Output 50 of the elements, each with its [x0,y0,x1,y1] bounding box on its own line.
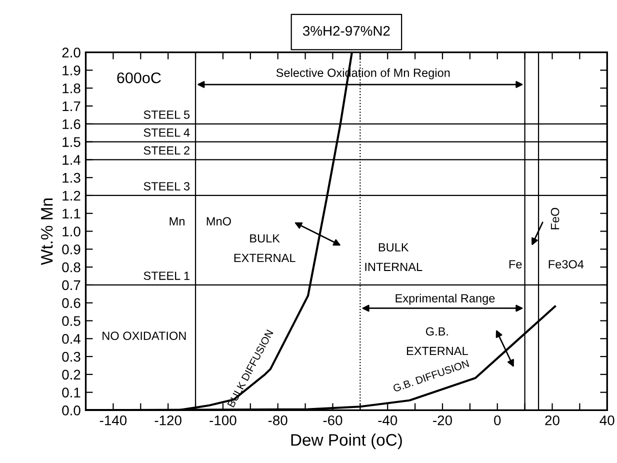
annotation: G.B. EXTERNAL [406,327,468,356]
y-axis-title: Wt.% Mn [41,198,53,265]
annotation: Fe3O4 [548,260,584,268]
x-axis-title: Dew Point (oC) [291,434,402,450]
y-tick-label: 0.5 [62,316,80,326]
y-tick-label: 1.4 [62,155,80,165]
x-tick-label: -140 [100,415,127,426]
annotation: Exprimental Range [396,294,495,305]
y-tick-label: 0.1 [62,388,80,398]
y-tick-label: 1.7 [62,101,80,112]
y-tick-label: 0.6 [62,298,80,308]
y-tick-label: 1.1 [62,208,80,218]
x-tick-label: -100 [210,415,236,426]
annotation: BULK INTERNAL [365,243,422,271]
x-tick-label: -20 [433,415,452,426]
ref-line-label: STEEL 3 [144,182,190,190]
annotation: FeO [550,208,560,230]
chart-title: 3%H2-97%N2 [302,26,390,36]
y-tick-label: 1.6 [62,119,80,130]
ref-line-label: STEEL 1 [144,272,190,280]
annotation: BULK EXTERNAL [234,234,296,262]
ref-line-label: STEEL 5 [144,110,190,119]
y-tick-label: 2.0 [62,48,80,58]
y-tick-label: 0.4 [62,334,80,344]
x-tick-label: -60 [323,415,342,426]
y-tick-label: 0.8 [62,262,80,272]
annotation: NO OXIDATION [102,332,186,340]
x-tick-label: 0 [494,415,501,426]
x-tick-label: 20 [545,415,560,426]
x-tick-label: -40 [378,415,398,426]
ref-line-label: STEEL 2 [144,146,190,155]
annotation: Fe [509,260,522,268]
x-tick-label: -80 [268,415,288,426]
y-tick-label: 1.0 [62,226,80,236]
x-tick-label: -120 [154,415,182,426]
x-tick-label: 40 [600,415,614,426]
y-tick-label: 0.3 [62,352,80,362]
ref-line-label: STEEL 4 [144,128,190,137]
y-tick-label: 1.3 [62,172,80,183]
y-tick-label: 1.5 [62,137,80,147]
annotation: 600oC [117,72,161,84]
y-tick-label: 0.9 [62,244,80,254]
y-tick-label: 0.0 [62,406,80,416]
annotation: MnO [206,217,231,226]
y-tick-label: 1.2 [62,190,80,201]
y-tick-label: 0.7 [62,280,80,290]
y-tick-label: 0.2 [62,370,80,380]
annotation: Mn [170,217,184,226]
y-tick-label: 1.8 [62,83,80,94]
y-tick-label: 1.9 [62,66,80,76]
